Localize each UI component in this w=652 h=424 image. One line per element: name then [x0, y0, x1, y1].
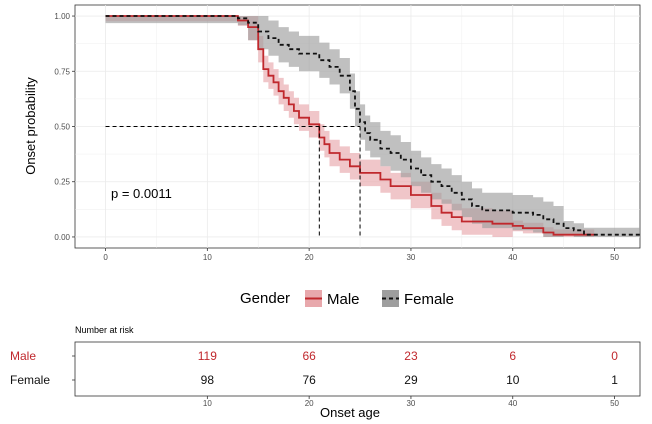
risk-row-label-female: Female: [10, 373, 50, 387]
y-tick-label: 0.75: [54, 67, 70, 76]
risk-x-tick-label: 20: [305, 399, 314, 408]
curve-male: [105, 15, 595, 236]
risk-count: 76: [302, 373, 316, 387]
risk-count: 23: [404, 349, 418, 363]
risk-count: 10: [506, 373, 520, 387]
legend-label-female: Female: [404, 291, 454, 308]
risk-table-rows: Male 119 66 23 6 0 Female 98 76 29 10 1: [10, 349, 618, 387]
risk-count: 0: [611, 349, 618, 363]
x-tick-label: 50: [610, 253, 619, 262]
risk-count: 29: [404, 373, 418, 387]
risk-count: 1: [611, 373, 618, 387]
y-tick-label: 0.50: [54, 123, 70, 132]
y-axis-title: Onset probability: [23, 77, 38, 175]
median-lines: [105, 126, 361, 237]
survival-curves: [105, 15, 640, 236]
curve-female: [105, 15, 640, 236]
risk-table-title: Number at risk: [75, 325, 134, 335]
risk-x-tick-label: 50: [610, 399, 619, 408]
x-tick-label: 20: [305, 253, 314, 262]
risk-table-panel: [74, 341, 641, 397]
risk-x-tick-label: 30: [406, 399, 415, 408]
x-axis-ticks: 0 10 20 30 40 50: [103, 248, 620, 262]
x-axis-title: Onset age: [320, 405, 380, 420]
risk-count: 6: [509, 349, 516, 363]
legend-label-male: Male: [327, 291, 360, 308]
risk-count: 98: [201, 373, 215, 387]
risk-table: Number at risk Male 119 66 23 6 0 Female 98 76 29…: [10, 325, 641, 420]
y-tick-label: 0.25: [54, 178, 70, 187]
ci-band-female: [105, 16, 640, 237]
risk-x-tick-label: 10: [203, 399, 212, 408]
y-tick-label: 1.00: [54, 12, 70, 21]
confidence-bands: [105, 16, 640, 237]
risk-count: 66: [302, 349, 316, 363]
x-tick-label: 40: [508, 253, 517, 262]
risk-table-x-ticks: 10 20 30 40 50: [203, 396, 620, 408]
y-axis-ticks: 0.00 0.25 0.50 0.75 1.00: [54, 12, 75, 242]
legend: Gender Male Female: [240, 290, 454, 308]
risk-count: 119: [198, 349, 217, 363]
legend-title: Gender: [240, 290, 290, 307]
risk-x-tick-label: 40: [508, 399, 517, 408]
x-tick-label: 10: [203, 253, 212, 262]
risk-row-label-male: Male: [10, 349, 36, 363]
y-tick-label: 0.00: [54, 233, 70, 242]
x-tick-label: 0: [103, 253, 108, 262]
p-value-annotation: p = 0.0011: [111, 186, 172, 201]
x-tick-label: 30: [406, 253, 415, 262]
